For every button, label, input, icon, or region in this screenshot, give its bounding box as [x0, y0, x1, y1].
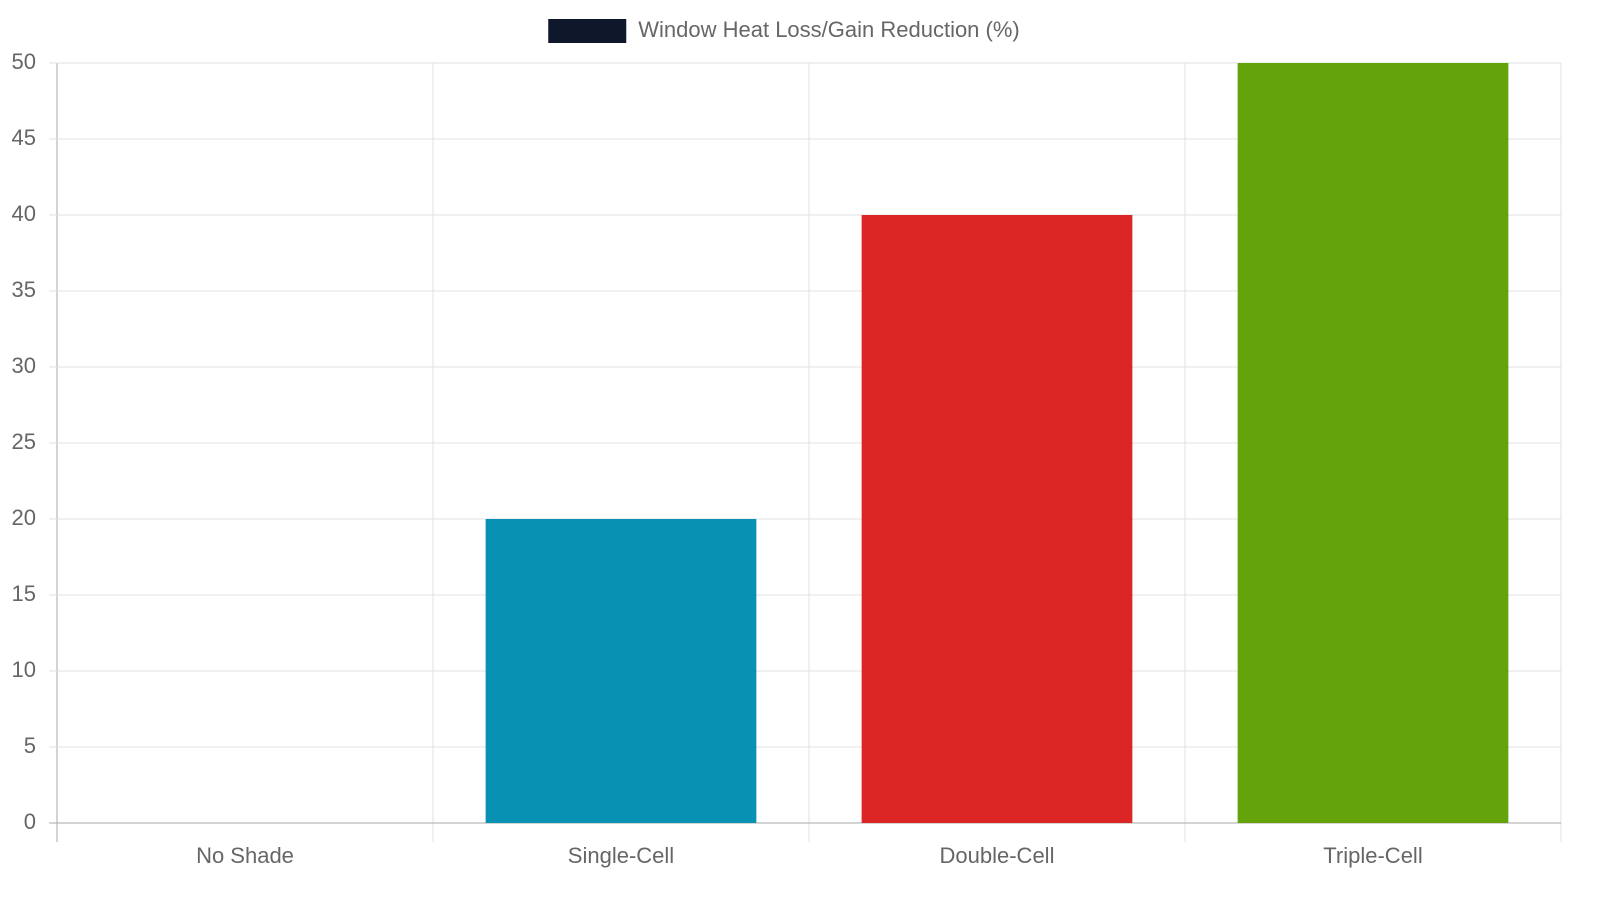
y-tick-label: 15 — [12, 581, 36, 606]
x-tick-label: Single-Cell — [568, 843, 674, 868]
y-tick-label: 25 — [12, 429, 36, 454]
bar — [485, 519, 757, 823]
y-tick-label: 0 — [24, 809, 36, 834]
legend-label: Window Heat Loss/Gain Reduction (%) — [638, 17, 1020, 42]
y-tick-label: 50 — [12, 49, 36, 74]
bar — [861, 215, 1133, 823]
y-tick-label: 40 — [12, 201, 36, 226]
x-tick-label: Triple-Cell — [1323, 843, 1422, 868]
y-tick-label: 20 — [12, 505, 36, 530]
legend-swatch — [548, 19, 627, 43]
x-tick-label: Double-Cell — [940, 843, 1055, 868]
x-tick-label: No Shade — [196, 843, 294, 868]
y-tick-label: 5 — [24, 733, 36, 758]
y-tick-label: 35 — [12, 277, 36, 302]
y-tick-label: 10 — [12, 657, 36, 682]
y-tick-label: 45 — [12, 125, 36, 150]
bar — [1237, 63, 1509, 823]
y-tick-label: 30 — [12, 353, 36, 378]
